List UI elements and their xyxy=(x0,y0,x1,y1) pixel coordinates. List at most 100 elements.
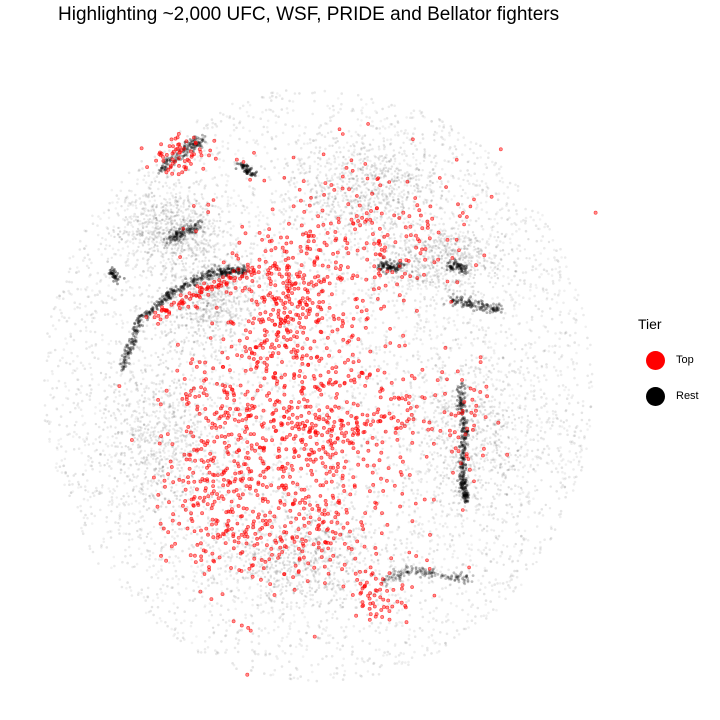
rest-point xyxy=(341,292,345,295)
rest-point xyxy=(258,497,261,500)
rest-point xyxy=(259,417,263,421)
rest-point xyxy=(511,464,514,468)
rest-point xyxy=(232,498,235,501)
rest-point xyxy=(223,453,226,457)
rest-point xyxy=(330,503,333,507)
rest-point xyxy=(406,132,410,135)
rest-point xyxy=(470,619,474,622)
rest-point xyxy=(528,499,531,503)
rest-point xyxy=(250,640,254,644)
rest-point xyxy=(177,404,180,407)
rest-point xyxy=(561,477,565,480)
rest-point xyxy=(400,176,404,180)
rest-point xyxy=(471,563,475,567)
rest-point xyxy=(349,248,353,251)
rest-point xyxy=(538,218,542,221)
rest-point xyxy=(78,248,82,251)
rest-point xyxy=(384,439,387,443)
rest-point xyxy=(168,428,171,432)
rest-point xyxy=(519,384,523,388)
rest-point xyxy=(404,484,408,488)
rest-point xyxy=(127,503,130,506)
rest-point xyxy=(48,437,51,441)
rest-point xyxy=(362,256,365,259)
rest-point xyxy=(279,341,283,344)
rest-point xyxy=(499,554,502,558)
rest-point xyxy=(268,96,272,99)
rest-point xyxy=(580,465,584,469)
rest-point xyxy=(225,551,229,554)
rest-point xyxy=(236,316,240,320)
rest-point xyxy=(294,185,297,189)
rest-point xyxy=(298,92,301,95)
rest-point xyxy=(235,667,238,670)
rest-point xyxy=(297,248,301,251)
rest-point xyxy=(386,138,389,142)
rest-point xyxy=(183,610,186,613)
rest-point xyxy=(228,570,232,573)
rest-point xyxy=(270,565,273,569)
rest-point xyxy=(209,610,212,613)
rest-point xyxy=(106,260,109,264)
rest-point xyxy=(116,201,119,204)
rest-point xyxy=(384,547,388,550)
rest-point xyxy=(224,570,227,573)
rest-point xyxy=(563,388,566,392)
rest-point xyxy=(547,344,551,348)
rest-point xyxy=(216,396,220,400)
rest-point xyxy=(532,552,535,555)
rest-point xyxy=(487,151,490,155)
rest-point xyxy=(567,393,570,397)
rest-point xyxy=(99,242,103,246)
rest-point xyxy=(489,346,493,349)
rest-point xyxy=(65,280,68,283)
rest-point xyxy=(138,241,141,245)
rest-point xyxy=(396,120,400,123)
rest-point xyxy=(259,603,263,606)
rest-point xyxy=(150,605,154,609)
rest-point xyxy=(373,490,376,494)
rest-point xyxy=(467,547,471,550)
rest-point xyxy=(226,382,229,386)
rest-point xyxy=(385,626,389,629)
rest-point xyxy=(271,673,275,676)
rest-point xyxy=(481,529,484,532)
rest-point xyxy=(484,329,488,333)
rest-point xyxy=(212,630,216,634)
rest-point xyxy=(168,482,172,486)
rest-point xyxy=(327,634,330,637)
rest-point xyxy=(305,472,309,476)
rest-point xyxy=(180,185,183,189)
rest-point xyxy=(322,412,325,415)
rest-point xyxy=(458,373,462,376)
rest-point xyxy=(498,167,501,171)
rest-point xyxy=(580,447,583,450)
rest-point xyxy=(144,611,148,615)
rest-point xyxy=(263,145,267,149)
rest-point xyxy=(369,172,372,175)
rest-point xyxy=(173,530,177,534)
rest-point xyxy=(404,263,408,266)
rest-point xyxy=(561,384,565,387)
rest-point xyxy=(241,523,245,526)
rest-point xyxy=(428,333,432,337)
rest-point xyxy=(70,351,73,355)
rest-point xyxy=(196,341,199,345)
rest-point xyxy=(302,266,306,270)
rest-point xyxy=(376,381,379,385)
rest-point xyxy=(515,247,519,251)
rest-point xyxy=(315,679,319,683)
rest-point xyxy=(412,207,416,210)
rest-point xyxy=(353,282,357,286)
rest-point xyxy=(251,603,254,607)
rest-point xyxy=(263,672,266,675)
rest-point xyxy=(448,532,452,536)
rest-point xyxy=(178,357,181,361)
rest-point xyxy=(437,434,441,438)
rest-point xyxy=(410,116,414,120)
rest-point xyxy=(472,151,475,155)
rest-point xyxy=(52,307,56,311)
rest-point xyxy=(232,383,235,386)
rest-point xyxy=(546,330,550,333)
rest-point xyxy=(220,604,223,607)
